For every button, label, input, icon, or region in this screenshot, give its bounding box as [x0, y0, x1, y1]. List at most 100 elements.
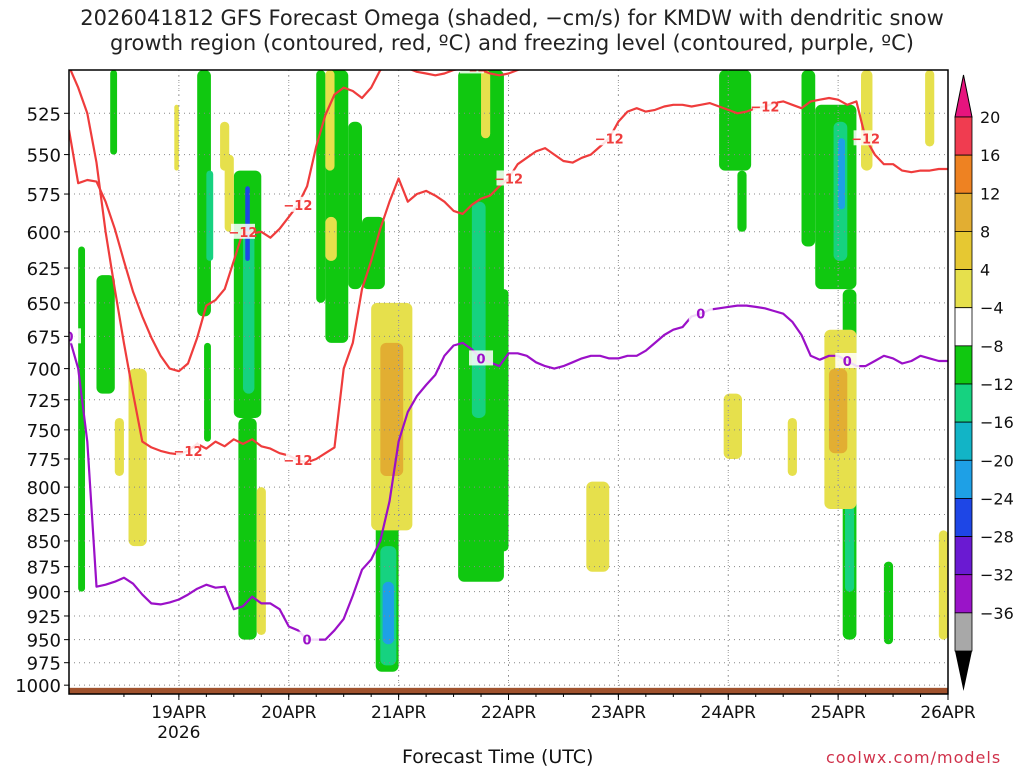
dgz-contour-lower-label: −12 — [283, 454, 312, 469]
omega-region — [204, 342, 211, 442]
freezing-level-contour-label-bg — [835, 352, 860, 368]
y-tick-label: 550 — [27, 146, 61, 167]
colorbar-swatch — [954, 345, 973, 385]
x-tick-label: 23APR — [591, 703, 647, 723]
dgz-contour-lower-label: −12 — [851, 132, 880, 147]
y-tick-label: 675 — [27, 327, 61, 348]
omega-region — [206, 170, 214, 261]
colorbar-label: 8 — [980, 222, 990, 241]
freezing-level-contour — [69, 304, 948, 641]
omega-region — [925, 70, 935, 147]
dgz-contour-lower-label-bg — [496, 170, 521, 186]
omega-region — [838, 138, 845, 210]
colorbar-top-arrow — [954, 74, 973, 118]
x-axis-title: Forecast Time (UTC) — [402, 746, 594, 768]
colorbar-label: −28 — [980, 528, 1014, 547]
x-tick-label: 22APR — [481, 703, 537, 723]
y-tick-label: 600 — [27, 223, 61, 244]
colorbar-label: −24 — [980, 489, 1014, 508]
omega-region — [380, 342, 404, 476]
freezing-level-contour-label-bg — [469, 350, 494, 366]
omega-region — [938, 530, 948, 640]
freezing-level-contour-label: 0 — [64, 330, 73, 345]
omega-region — [325, 70, 335, 171]
x-tick-label: 25APR — [810, 703, 866, 723]
chart-title: 2026041812 GFS Forecast Omega (shaded, −… — [0, 6, 1024, 56]
colorbar-label: −4 — [980, 299, 1004, 318]
y-tick-label: 575 — [27, 185, 61, 206]
omega-region — [114, 417, 124, 476]
colorbar-swatch — [954, 536, 973, 576]
colorbar-label: −8 — [980, 337, 1004, 356]
dgz-contour-upper-label-bg — [459, 70, 484, 74]
dgz-contour-upper-label-bg — [285, 196, 310, 212]
freezing-level-contour-label-bg — [69, 328, 81, 344]
omega-region — [586, 481, 610, 572]
y-tick-label: 1000 — [15, 676, 61, 697]
colorbar-bottom-arrow — [955, 651, 972, 691]
omega-region — [737, 170, 747, 232]
omega-region — [883, 561, 894, 645]
colorbar-swatch — [954, 307, 973, 347]
y-tick-label: 950 — [27, 631, 61, 652]
omega-region — [245, 186, 250, 261]
colorbar-label: −36 — [980, 604, 1014, 623]
omega-region — [224, 154, 234, 232]
y-tick-label: 925 — [27, 607, 61, 628]
x-tick-label: 19APR — [151, 703, 207, 723]
colorbar-swatch — [954, 612, 973, 652]
y-tick-label: 700 — [27, 360, 61, 381]
y-tick-label: 850 — [27, 532, 61, 553]
dgz-contour-upper — [69, 70, 521, 373]
x-tick-label: 21APR — [371, 703, 427, 723]
colorbar-label: 12 — [980, 184, 1000, 203]
terrain-band — [69, 687, 948, 694]
dgz-contour-lower-label: −12 — [494, 172, 523, 187]
colorbar-swatch — [954, 574, 973, 614]
colorbar-swatch — [954, 154, 973, 194]
colorbar-swatch — [954, 498, 973, 537]
chart-title-line2: growth region (contoured, red, ºC) and f… — [110, 31, 914, 55]
x-tick-label: 20APR — [261, 703, 317, 723]
omega-region — [128, 368, 147, 547]
colorbar-swatch — [954, 231, 973, 270]
omega-region — [801, 70, 816, 247]
dgz-contour-lower-label: −12 — [595, 132, 624, 147]
colorbar-swatch — [954, 116, 973, 156]
freezing-level-contour-label-bg — [295, 631, 320, 647]
omega-region — [256, 487, 266, 635]
dgz-contour-lower-label-bg — [752, 98, 777, 114]
colorbar-swatch — [954, 421, 973, 461]
colorbar-label: 4 — [980, 261, 990, 280]
freezing-level-contour-label: 0 — [303, 634, 312, 649]
dgz-contour-upper-label: −12 — [228, 226, 257, 241]
x-tick-sublabel: 2026 — [157, 723, 200, 743]
x-tick-label: 26APR — [920, 703, 976, 723]
y-tick-label: 975 — [27, 654, 61, 675]
y-tick-label: 750 — [27, 421, 61, 442]
y-tick-label: 825 — [27, 505, 61, 526]
y-tick-label: 900 — [27, 583, 61, 604]
colorbar-label: 16 — [980, 146, 1000, 165]
omega-region — [96, 275, 115, 394]
y-tick-label: 650 — [27, 294, 61, 315]
dgz-contour-lower-label-bg — [597, 130, 622, 146]
dgz-contour-lower-label-bg — [285, 452, 310, 468]
dgz-contour-lower-label: −12 — [174, 445, 203, 460]
colorbar-swatch — [954, 459, 973, 499]
omega-region — [316, 70, 326, 303]
y-tick-label: 625 — [27, 259, 61, 280]
y-tick-label: 875 — [27, 558, 61, 579]
omega-region — [325, 216, 337, 261]
omega-region — [471, 201, 486, 418]
omega-region — [481, 70, 491, 139]
dgz-contour-upper-label: −12 — [457, 60, 486, 75]
dgz-contour-lower-label: −12 — [750, 101, 779, 116]
colorbar-label: −16 — [980, 413, 1014, 432]
omega-region — [861, 70, 873, 171]
freezing-level-contour-label: 0 — [477, 352, 486, 367]
omega-region — [238, 417, 257, 640]
source-credit: coolwx.com/models — [826, 748, 1002, 767]
omega-region — [723, 393, 742, 459]
